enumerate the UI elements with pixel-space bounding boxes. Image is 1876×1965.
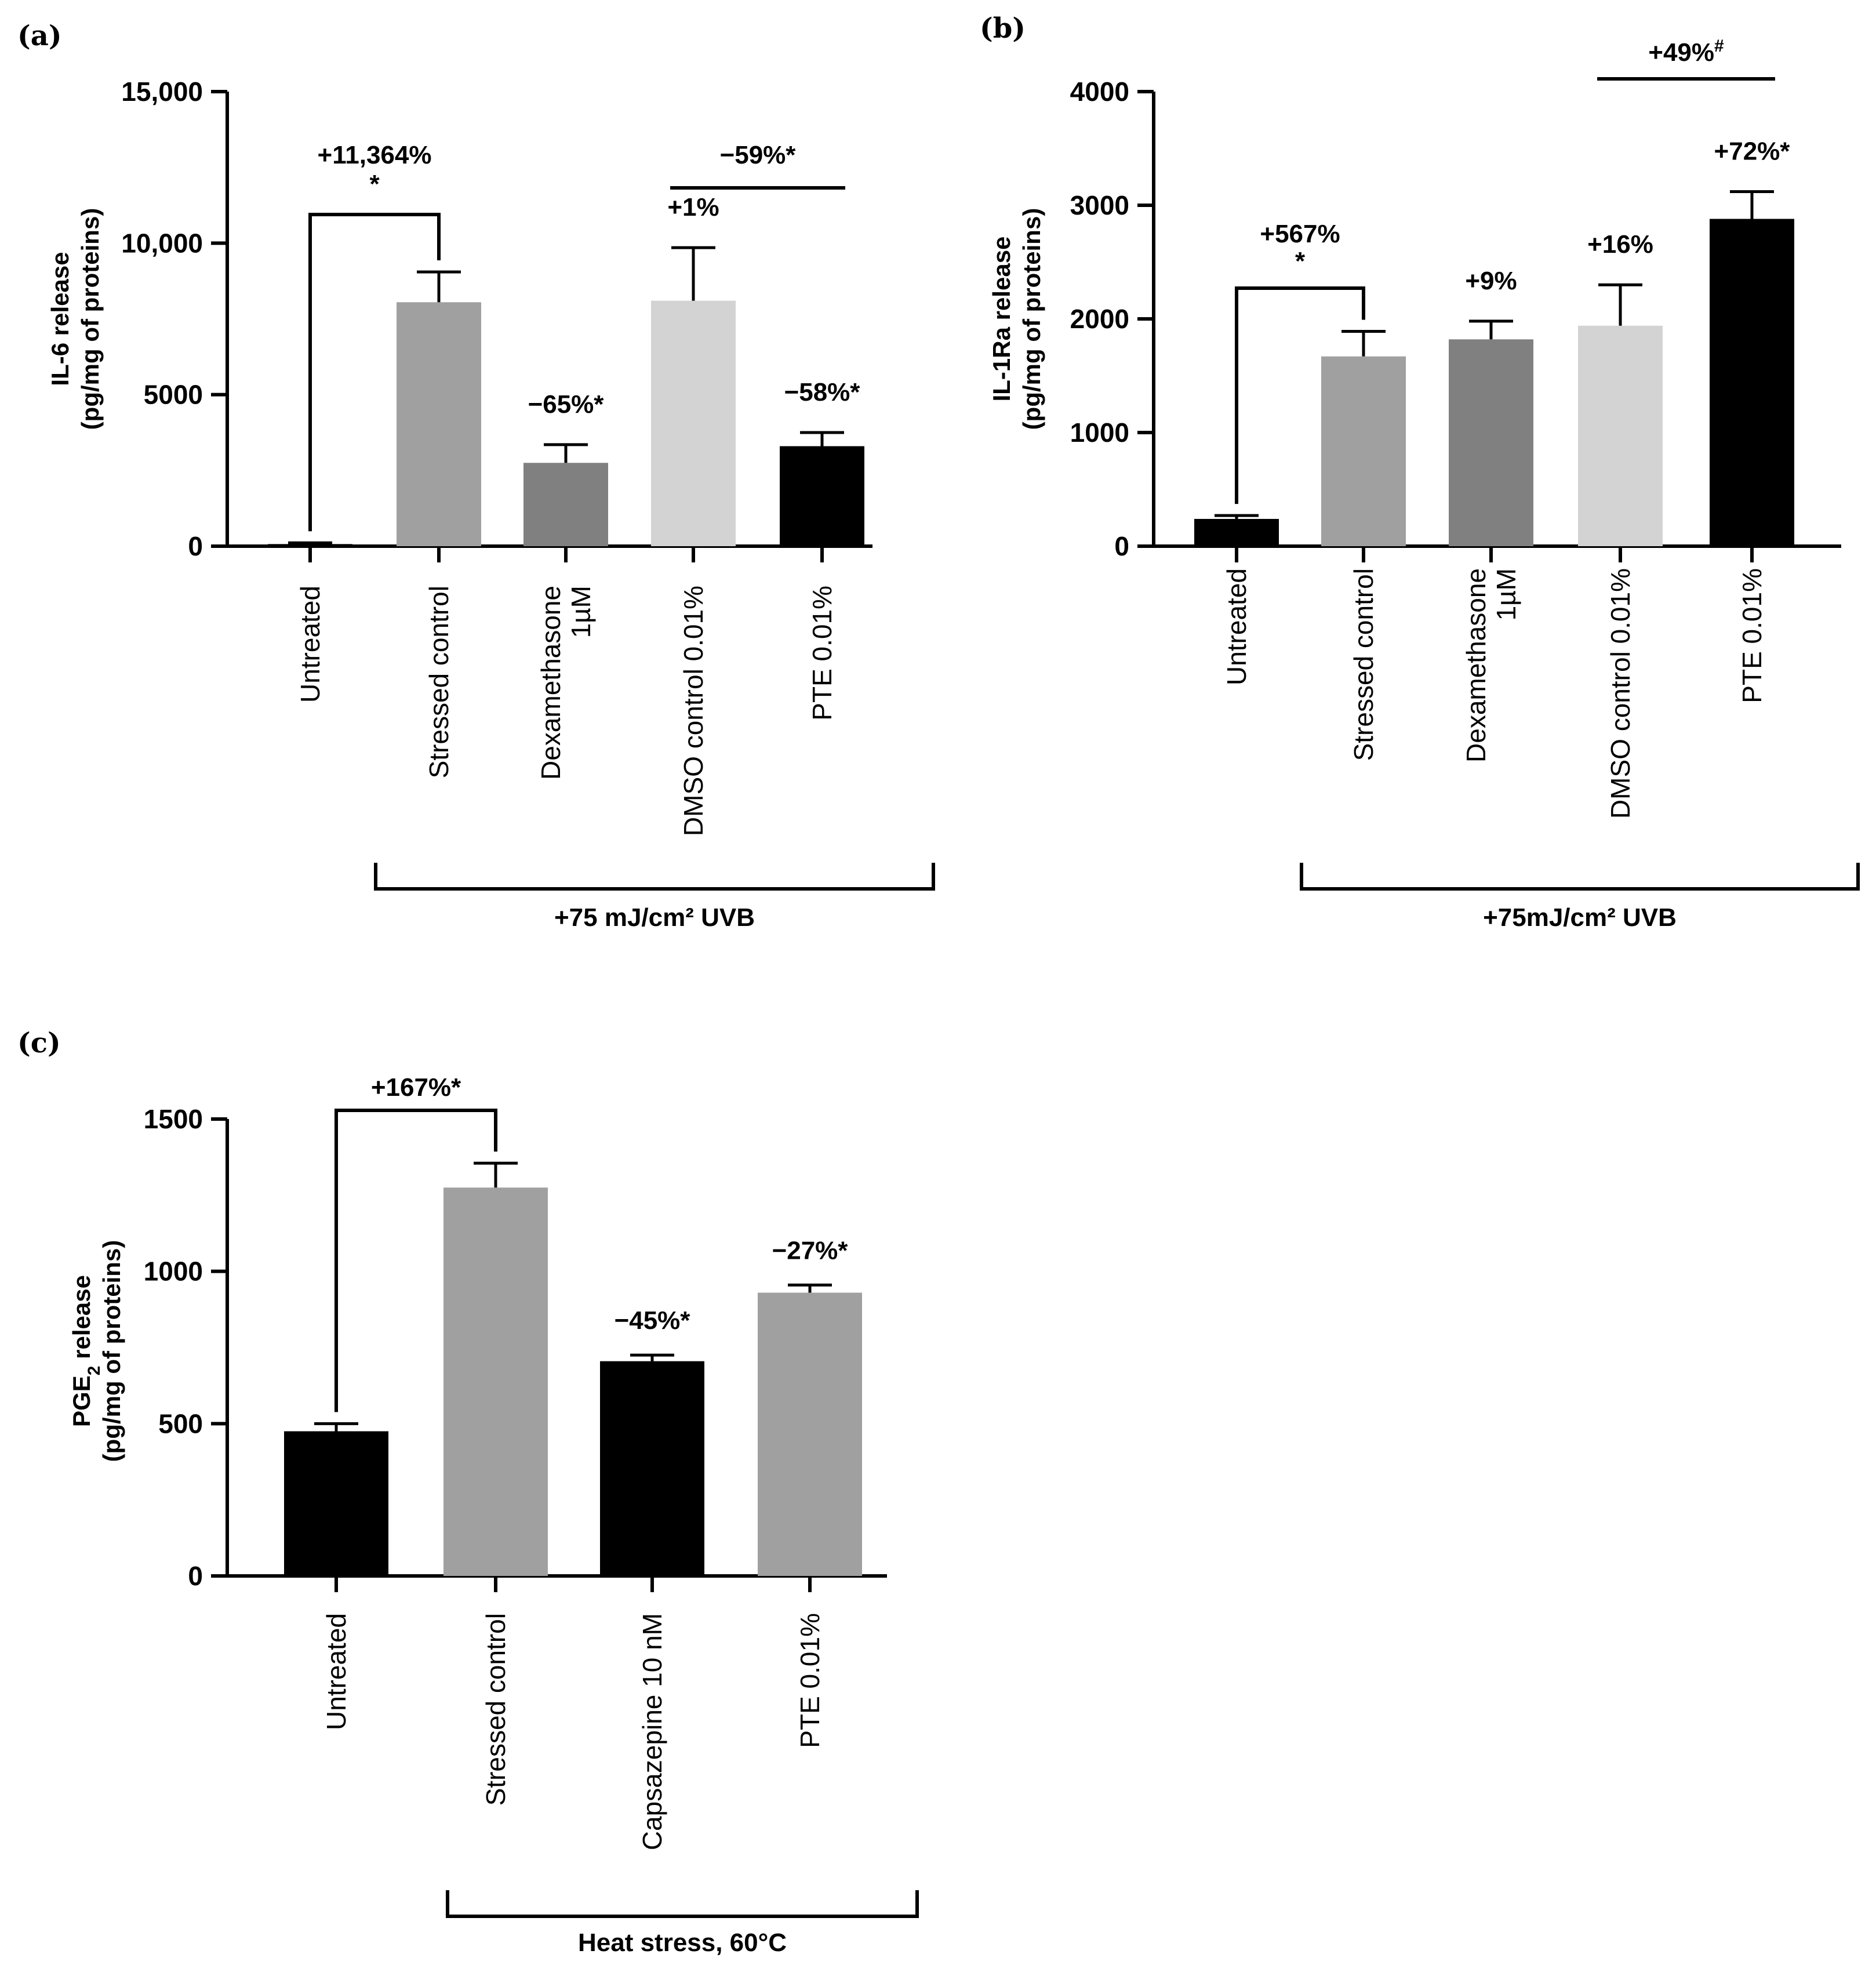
bar-annotation: −45%* bbox=[615, 1306, 691, 1335]
x-tick-label: Stressed control bbox=[1348, 568, 1379, 761]
x-tick-label: PTE 0.01% bbox=[807, 586, 837, 721]
y-tick-label: 0 bbox=[188, 531, 203, 561]
y-tick-label: 1000 bbox=[144, 1256, 203, 1287]
comparison-line-label: −59%* bbox=[720, 141, 797, 169]
bar bbox=[523, 463, 608, 546]
x-tick-label: Untreated bbox=[295, 586, 325, 703]
group-bracket-label: +75mJ/cm² UVB bbox=[1483, 903, 1677, 932]
bar bbox=[600, 1361, 704, 1576]
y-axis-title-line1: PGE2 release bbox=[68, 1275, 104, 1427]
bar-annotation: −27%* bbox=[772, 1236, 849, 1265]
comparison-bracket-label: +167%* bbox=[371, 1073, 461, 1102]
y-tick-label: 3000 bbox=[1070, 190, 1129, 220]
y-tick-label: 500 bbox=[158, 1408, 203, 1439]
chart-panel-b: (b) IL-1Ra release (pg/mg of proteins) 0 100… bbox=[980, 12, 1860, 932]
y-axis-title: IL-6 release (pg/mg of proteins) bbox=[46, 208, 104, 430]
bar bbox=[1321, 356, 1406, 546]
bar bbox=[780, 446, 864, 546]
bar bbox=[1449, 339, 1533, 546]
bar bbox=[1578, 325, 1663, 546]
y-tick-label: 4000 bbox=[1070, 77, 1129, 107]
y-tick-label: 1500 bbox=[144, 1104, 203, 1134]
chart-panel-c: (c) PGE2 release (pg/mg of proteins) 0 500 10… bbox=[17, 1027, 919, 1957]
chart-panel-a: (a) IL-6 release (pg/mg of proteins) 0 5000 1… bbox=[17, 20, 935, 932]
comparison-bracket-label: +11,364% bbox=[318, 141, 432, 169]
y-axis-title-line1: IL-6 release bbox=[46, 252, 74, 386]
y-axis-title-line2: (pg/mg of proteins) bbox=[98, 1240, 125, 1462]
bar-annotation: +9% bbox=[1465, 267, 1517, 295]
comparison-bracket bbox=[335, 1109, 497, 1412]
x-tick-label: Dexamethasone bbox=[536, 586, 566, 780]
bar-annotation: −58%* bbox=[784, 378, 861, 406]
bar bbox=[758, 1292, 862, 1576]
comparison-bracket-significance: * bbox=[1295, 247, 1306, 275]
bar bbox=[1194, 518, 1279, 546]
group-bracket bbox=[1300, 863, 1860, 891]
x-tick-label: Untreated bbox=[1221, 568, 1252, 685]
panel-label: (a) bbox=[17, 20, 62, 52]
y-axis-title-line2: (pg/mg of proteins) bbox=[77, 208, 104, 430]
group-bracket bbox=[446, 1890, 919, 1918]
bar bbox=[268, 544, 352, 546]
comparison-bracket-significance: * bbox=[369, 170, 380, 198]
y-tick-label: 1000 bbox=[1070, 417, 1129, 448]
x-tick-label: Stressed control bbox=[481, 1613, 511, 1806]
y-axis-title: PGE2 release (pg/mg of proteins) bbox=[68, 1240, 125, 1462]
bar bbox=[443, 1187, 548, 1576]
x-tick-label: PTE 0.01% bbox=[795, 1613, 825, 1748]
y-tick-label: 0 bbox=[188, 1561, 203, 1591]
bar bbox=[651, 300, 736, 546]
comparison-bracket bbox=[308, 213, 441, 532]
x-tick-label: PTE 0.01% bbox=[1737, 568, 1767, 703]
y-axis-title-line2: (pg/mg of proteins) bbox=[1018, 208, 1045, 430]
bar bbox=[1710, 219, 1794, 546]
x-tick-label: DMSO control 0.01% bbox=[678, 586, 708, 836]
x-tick-label: DMSO control 0.01% bbox=[1605, 568, 1635, 819]
comparison-bracket-label: +567% bbox=[1260, 220, 1340, 248]
bar-annotation: +1% bbox=[667, 193, 719, 221]
group-bracket bbox=[374, 863, 935, 891]
y-tick-label: 0 bbox=[1114, 531, 1129, 561]
bar bbox=[397, 302, 481, 546]
x-tick-label: Capsazepine 10 nM bbox=[637, 1613, 667, 1850]
x-tick-label: Untreated bbox=[321, 1613, 351, 1730]
y-axis-title: IL-1Ra release (pg/mg of proteins) bbox=[988, 208, 1045, 430]
bar-annotation: +72%* bbox=[1714, 137, 1791, 165]
y-tick-label: 5000 bbox=[144, 380, 203, 410]
y-tick-label: 15,000 bbox=[121, 77, 203, 107]
x-tick-label: Stressed control bbox=[424, 586, 454, 778]
y-axis-title-line1: IL-1Ra release bbox=[988, 237, 1015, 402]
x-tick-label: 1µM bbox=[566, 586, 596, 638]
group-bracket-label: +75 mJ/cm² UVB bbox=[554, 903, 755, 932]
comparison-bracket bbox=[1235, 286, 1365, 504]
y-tick-label: 10,000 bbox=[121, 228, 203, 258]
group-bracket-label: Heat stress, 60°C bbox=[578, 1928, 787, 1957]
y-tick-label: 2000 bbox=[1070, 304, 1129, 334]
comparison-line-label: +49%# bbox=[1648, 37, 1724, 67]
bar bbox=[284, 1431, 388, 1576]
x-tick-label: 1µM bbox=[1491, 568, 1521, 620]
bar-annotation: −65%* bbox=[528, 390, 605, 419]
bar-annotation: +16% bbox=[1587, 230, 1653, 259]
panel-label: (c) bbox=[17, 1027, 61, 1059]
panel-label: (b) bbox=[980, 12, 1026, 45]
x-tick-label: Dexamethasone bbox=[1461, 568, 1491, 762]
